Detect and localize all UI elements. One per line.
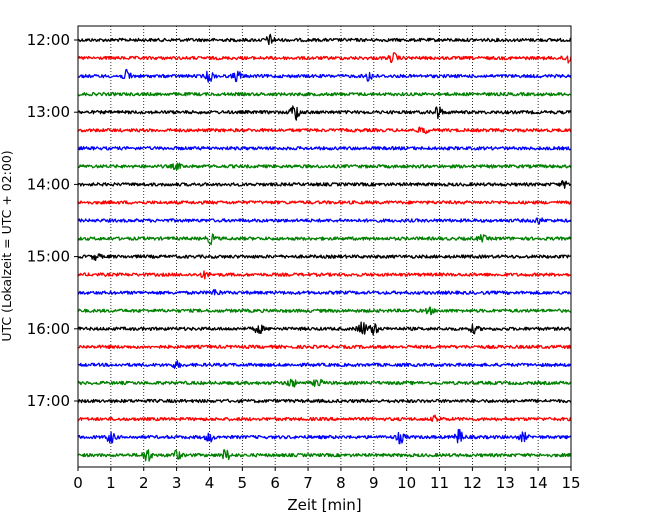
- plot-frame: [77, 25, 572, 468]
- seismogram-trace-1615: [77, 344, 572, 350]
- seismogram-trace-1515: [77, 270, 572, 280]
- x-tick-label: 4: [205, 474, 215, 492]
- seismogram-trace-1315: [77, 126, 572, 135]
- seismogram-trace-1330: [77, 146, 572, 151]
- seismogram-trace-1630: [77, 360, 572, 369]
- y-tick-label: 13:00: [27, 103, 70, 121]
- y-tick-label: 12:00: [27, 31, 70, 49]
- x-axis-label: Zeit [min]: [287, 496, 361, 514]
- x-tick-label: 15: [561, 474, 580, 492]
- x-tick-label: 0: [73, 474, 83, 492]
- x-tick-label: 1: [106, 474, 116, 492]
- seismogram-trace-1300: [77, 105, 572, 121]
- seismogram-trace-1700: [77, 398, 572, 404]
- y-tick-label: 17:00: [27, 392, 70, 410]
- x-tick-label: 11: [430, 474, 449, 492]
- seismogram-trace-1445: [77, 233, 572, 246]
- x-tick-label: 12: [463, 474, 482, 492]
- x-tick-label: 6: [270, 474, 280, 492]
- seismogram-trace-1400: [77, 180, 572, 189]
- seismogram-trace-1415: [77, 200, 572, 205]
- x-tick-label: 7: [303, 474, 313, 492]
- x-tick-label: 9: [369, 474, 379, 492]
- seismogram-trace-1730: [77, 428, 572, 445]
- x-tick-label: 10: [397, 474, 416, 492]
- seismogram-trace-1200: [77, 33, 572, 46]
- x-tick-label: 14: [529, 474, 548, 492]
- x-tick-label: 13: [496, 474, 515, 492]
- seismogram-trace-1530: [77, 288, 572, 296]
- x-tick-label: 3: [172, 474, 182, 492]
- seismogram-trace-1215: [77, 52, 572, 64]
- seismogram-trace-1230: [77, 68, 572, 83]
- seismogram-trace-1645: [77, 378, 572, 388]
- x-axis: 0 1 2 3 4 5 6 7 8 9 10 11 12 13 14 15: [73, 467, 581, 492]
- seismogram-trace-1245: [77, 91, 572, 97]
- seismogram-trace-1500: [77, 253, 572, 262]
- seismogram-trace-1600: [77, 321, 572, 336]
- seismogram-trace-1745: [77, 449, 572, 462]
- seismogram-trace-1545: [78, 306, 572, 316]
- y-axis-label: UTC (Lokalzeit = UTC + 02:00): [0, 150, 14, 341]
- x-tick-label: 8: [336, 474, 346, 492]
- seismogram-trace-1430: [77, 217, 572, 225]
- y-tick-label: 15:00: [27, 248, 70, 266]
- seismogram-traces: [77, 33, 572, 462]
- x-tick-label: 2: [139, 474, 149, 492]
- seismogram-trace-1345: [77, 162, 572, 171]
- seismogram-trace-1715: [77, 414, 572, 422]
- x-tick-label: 5: [238, 474, 248, 492]
- y-tick-label: 14:00: [27, 175, 70, 193]
- y-tick-label: 16:00: [27, 320, 70, 338]
- y-axis: 12:00 13:00 14:00 15:00 16:00 17:00: [27, 31, 78, 410]
